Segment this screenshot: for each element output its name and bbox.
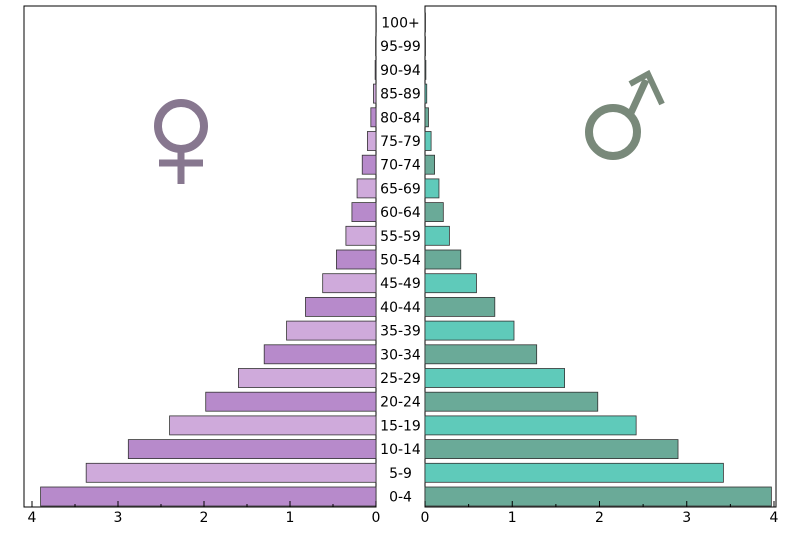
- age-label-15-19: 15-19: [380, 418, 421, 434]
- age-label-65-69: 65-69: [380, 181, 421, 197]
- male-bar-20-24: [424, 391, 599, 412]
- female-bar-30-34: [263, 344, 377, 365]
- female-bar-40-44: [305, 296, 377, 317]
- male-bar-45-49: [424, 273, 477, 294]
- male-bar-35-39: [424, 320, 515, 341]
- age-label-85-89: 85-89: [380, 87, 421, 103]
- age-label-70-74: 70-74: [380, 158, 421, 174]
- male-bar-25-29: [424, 368, 566, 388]
- age-label-5-9: 5-9: [389, 466, 412, 482]
- female-panel: 0 1 2 3 4: [23, 5, 381, 526]
- male-tick-label-4: 4: [770, 510, 779, 526]
- male-bar-40-44: [424, 296, 496, 317]
- female-tick-label-2: 2: [200, 510, 209, 526]
- male-bar-60-64: [424, 202, 444, 223]
- male-tick-label-2: 2: [595, 510, 604, 526]
- age-label-25-29: 25-29: [380, 371, 421, 387]
- male-bar-55-59: [424, 225, 450, 246]
- male-bar-0-4: [424, 486, 772, 507]
- age-label-75-79: 75-79: [380, 134, 421, 150]
- age-label-30-34: 30-34: [380, 347, 421, 363]
- female-bar-75-79: [366, 131, 377, 151]
- male-bar-30-34: [424, 344, 538, 365]
- male-bar-70-74: [424, 154, 435, 175]
- female-bar-85-89: [373, 83, 377, 104]
- female-symbol-icon: [154, 99, 208, 184]
- age-label-35-39: 35-39: [380, 324, 421, 340]
- male-tick-label-1: 1: [508, 510, 517, 526]
- age-label-50-54: 50-54: [380, 253, 421, 269]
- female-bar-45-49: [322, 273, 377, 294]
- male-bar-100+: [424, 12, 426, 33]
- female-bar-90-94: [374, 60, 377, 80]
- age-label-55-59: 55-59: [380, 229, 421, 245]
- male-bar-15-19: [424, 415, 637, 436]
- male-bar-65-69: [424, 178, 440, 199]
- male-tick-label-3: 3: [682, 510, 691, 526]
- male-bar-75-79: [424, 131, 432, 151]
- female-bar-80-84: [370, 107, 377, 128]
- male-bar-10-14: [424, 439, 679, 460]
- female-tick-label-3: 3: [114, 510, 123, 526]
- female-bar-25-29: [237, 368, 377, 388]
- male-panel: 0 1 2 3 4: [421, 5, 779, 526]
- age-label-90-94: 90-94: [380, 63, 421, 79]
- female-bar-15-19: [169, 415, 377, 436]
- age-label-80-84: 80-84: [380, 110, 421, 126]
- female-bar-10-14: [127, 439, 377, 460]
- age-label-45-49: 45-49: [380, 276, 421, 292]
- female-bar-5-9: [85, 462, 377, 483]
- age-label-100+: 100+: [381, 16, 419, 32]
- age-label-20-24: 20-24: [380, 395, 421, 411]
- female-bar-65-69: [356, 178, 377, 199]
- age-label-40-44: 40-44: [380, 300, 421, 316]
- female-bars: [40, 12, 377, 507]
- female-bar-100+: [375, 12, 377, 33]
- male-bar-50-54: [424, 249, 462, 270]
- female-tick-label-0: 0: [372, 510, 381, 526]
- male-bar-90-94: [424, 60, 427, 80]
- female-tick-label-1: 1: [286, 510, 295, 526]
- female-bar-0-4: [40, 486, 377, 507]
- female-bar-55-59: [345, 225, 377, 246]
- female-bar-60-64: [351, 202, 377, 223]
- female-tick-label-4: 4: [28, 510, 37, 526]
- age-label-10-14: 10-14: [380, 442, 421, 458]
- male-tick-label-0: 0: [421, 510, 430, 526]
- age-label-60-64: 60-64: [380, 205, 421, 221]
- female-bar-50-54: [336, 249, 377, 270]
- female-bar-20-24: [205, 391, 377, 412]
- male-symbol-icon: [585, 69, 665, 160]
- male-x-ticks: 0 1 2 3 4: [421, 501, 779, 526]
- age-label-0-4: 0-4: [389, 490, 412, 506]
- age-group-labels: 0-4 5-9 10-14 15-19 20-24 25-29 30-34 35-39 40-4…: [380, 16, 421, 506]
- male-bar-85-89: [424, 83, 428, 104]
- female-bar-70-74: [361, 154, 377, 175]
- male-bar-80-84: [424, 107, 429, 128]
- female-bar-35-39: [286, 320, 377, 341]
- female-bar-95-99: [375, 36, 377, 57]
- age-label-95-99: 95-99: [380, 39, 421, 55]
- female-x-ticks: 0 1 2 3 4: [28, 501, 381, 526]
- male-bar-5-9: [424, 462, 724, 483]
- male-bars: [424, 12, 772, 507]
- male-bar-95-99: [424, 36, 426, 57]
